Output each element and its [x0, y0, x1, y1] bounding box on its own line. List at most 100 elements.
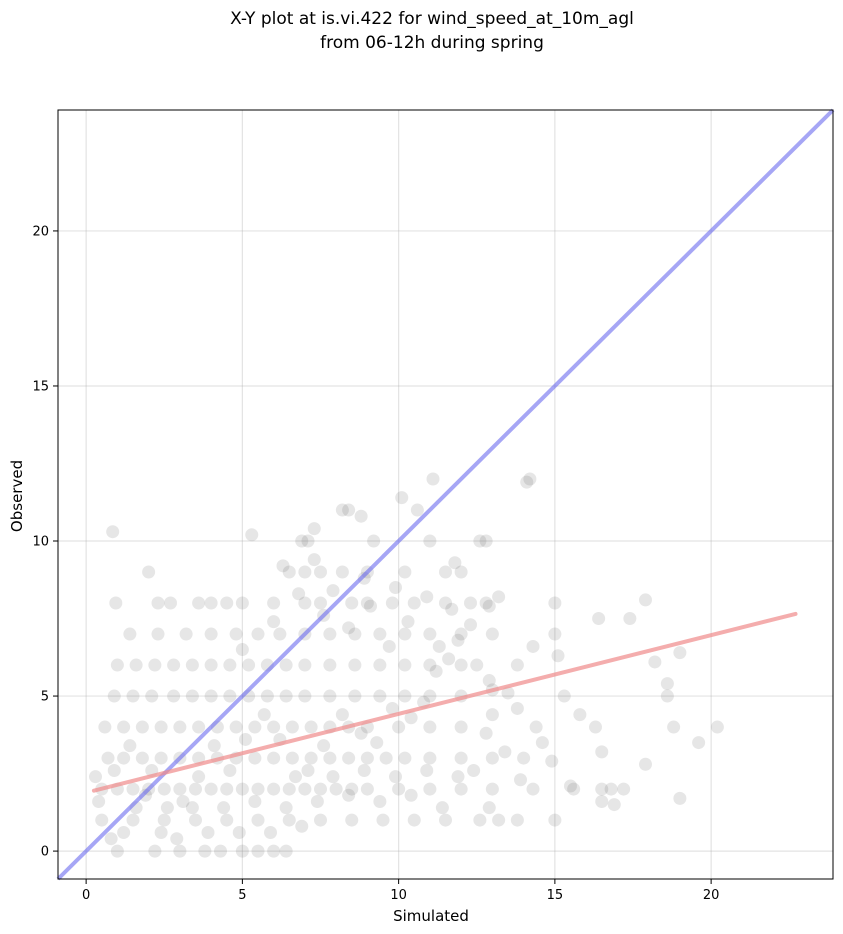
data-point	[298, 658, 312, 672]
x-tick-label: 5	[238, 888, 246, 903]
data-point	[432, 639, 446, 653]
data-point	[89, 770, 102, 784]
data-point	[135, 751, 149, 765]
data-point	[310, 794, 324, 808]
data-point	[173, 782, 187, 796]
data-point	[282, 813, 296, 827]
data-point	[204, 689, 218, 703]
data-point	[229, 627, 243, 641]
data-point	[342, 751, 356, 765]
data-point	[189, 782, 202, 796]
data-point	[167, 658, 181, 672]
data-point	[607, 798, 621, 812]
data-point	[492, 813, 506, 827]
data-point	[710, 720, 724, 734]
data-point	[470, 658, 484, 672]
data-point	[517, 751, 531, 765]
data-point	[407, 596, 421, 610]
data-point	[454, 627, 468, 641]
data-point	[279, 689, 293, 703]
data-point	[314, 782, 327, 796]
data-point	[526, 782, 540, 796]
data-point	[220, 782, 234, 796]
data-point	[260, 689, 274, 703]
data-point	[326, 584, 340, 598]
data-point	[264, 825, 277, 839]
data-point	[423, 689, 437, 703]
data-point	[564, 779, 577, 793]
data-point	[370, 736, 384, 750]
y-tick-label: 0	[41, 845, 49, 860]
data-point	[354, 509, 368, 523]
data-point	[364, 599, 377, 613]
data-point	[185, 658, 199, 672]
data-point	[214, 844, 227, 858]
x-tick-label: 0	[82, 888, 90, 903]
data-point	[423, 534, 437, 548]
data-point	[373, 794, 387, 808]
data-point	[148, 844, 162, 858]
y-tick-label: 10	[32, 535, 49, 550]
data-point	[323, 658, 337, 672]
data-point	[323, 689, 337, 703]
data-point	[298, 689, 312, 703]
data-point	[154, 751, 168, 765]
data-point	[573, 708, 587, 722]
data-point	[479, 534, 493, 548]
data-point	[126, 782, 140, 796]
data-point	[151, 627, 165, 641]
data-point	[535, 736, 549, 750]
data-point	[439, 596, 452, 610]
x-axis-label: Simulated	[393, 907, 469, 925]
data-point	[464, 596, 477, 610]
data-point	[623, 612, 637, 626]
data-point	[357, 763, 371, 777]
data-point	[357, 571, 371, 585]
chart-title-line1: X-Y plot at is.vi.422 for wind_speed_at_…	[230, 9, 634, 29]
data-point	[235, 596, 249, 610]
data-point	[589, 720, 602, 734]
data-point	[298, 596, 312, 610]
data-point	[204, 596, 218, 610]
grid-layer	[58, 110, 833, 879]
data-point	[251, 813, 265, 827]
data-point	[342, 503, 356, 517]
data-point	[454, 658, 468, 672]
data-point	[289, 770, 302, 784]
data-point	[110, 658, 124, 672]
data-point	[217, 801, 231, 815]
data-point	[360, 751, 374, 765]
data-point	[220, 596, 234, 610]
data-point	[451, 633, 465, 647]
ticks-layer: 0 5 10 15 20 0 5 10 15 20	[32, 224, 719, 903]
data-point	[170, 832, 184, 846]
plot-frame	[57, 109, 834, 880]
data-point	[423, 627, 437, 641]
data-point	[426, 472, 440, 486]
data-point	[467, 763, 481, 777]
data-point	[479, 726, 493, 740]
data-point	[98, 720, 112, 734]
data-point	[382, 639, 396, 653]
data-point	[192, 720, 206, 734]
y-tick-label: 15	[32, 379, 49, 394]
data-point	[189, 813, 202, 827]
data-point	[342, 788, 356, 802]
data-point	[514, 773, 527, 787]
data-point	[648, 655, 662, 669]
data-point	[307, 522, 321, 536]
data-point	[373, 658, 387, 672]
data-point	[304, 751, 318, 765]
data-point	[617, 782, 631, 796]
data-point	[335, 708, 349, 722]
data-point	[367, 534, 381, 548]
data-point	[398, 658, 412, 672]
data-point	[314, 813, 327, 827]
data-point	[660, 677, 674, 691]
data-point	[595, 794, 609, 808]
data-point	[326, 770, 340, 784]
data-point	[220, 813, 234, 827]
data-point	[529, 720, 543, 734]
data-point	[360, 596, 374, 610]
